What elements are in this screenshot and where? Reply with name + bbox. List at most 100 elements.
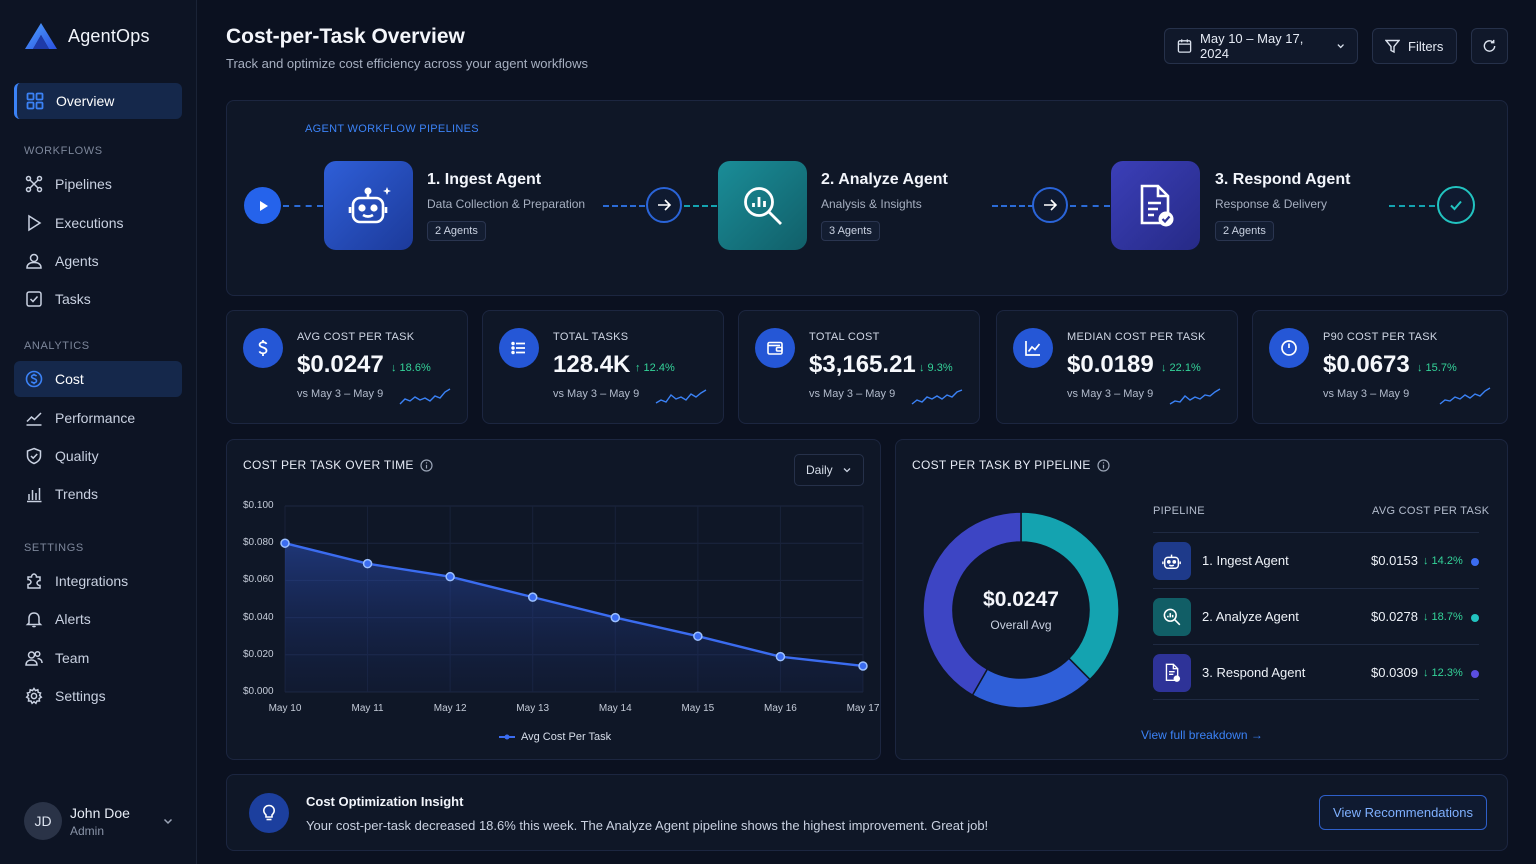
date-range-picker[interactable]: May 10 – May 17, 2024 [1164,28,1358,64]
nav-team[interactable]: Team [14,640,182,676]
page-title: Cost-per-Task Overview [226,25,465,48]
chevron-down-icon [1337,44,1344,49]
nav-settings[interactable]: Settings [14,678,182,714]
row-avg-cost: $0.0278 [1371,609,1418,624]
row-delta: ↓ 14.2% [1423,555,1463,567]
checkbox-icon [26,291,42,307]
robot-icon [1153,542,1191,580]
kpi-card-median-cost[interactable]: MEDIAN COST PER TASK $0.0189 ↓ 22.1% vs … [996,310,1238,424]
x-tick-label: May 15 [681,703,715,714]
arrow-step-1 [646,187,682,223]
nav-overview-label: Overview [56,93,115,109]
kpi-card-total-cost[interactable]: TOTAL COST $3,165.21 ↓ 9.3% vs May 3 – M… [738,310,980,424]
grid-icon [26,92,44,110]
section-workflows: WORKFLOWS [24,145,103,157]
nav-tasks[interactable]: Tasks [14,281,182,317]
y-tick-label: $0.080 [243,537,274,549]
bell-icon [25,612,43,628]
row-delta: ↓ 18.7% [1423,611,1463,623]
kpi-compare: vs May 3 – May 9 [297,388,384,400]
table-row[interactable]: 3. Respond Agent $0.0309 ↓ 12.3% [1153,644,1479,700]
row-pipeline-name: 3. Respond Agent [1202,665,1306,680]
ingest-agent-tile[interactable] [324,161,413,250]
nav-performance[interactable]: Performance [14,400,182,436]
col-header-avg-cost: AVG COST PER TASK [1372,505,1490,517]
sidebar: AgentOps Overview WORKFLOWS Pipelines Ex… [0,0,197,864]
pipeline-section-label: AGENT WORKFLOW PIPELINES [305,123,479,135]
magnifier-chart-icon [743,186,782,225]
analyze-agent-tile[interactable] [718,161,807,250]
nav-integrations[interactable]: Integrations [14,563,182,599]
legend-series-name: Avg Cost Per Task [521,731,612,743]
pipeline-start[interactable] [244,187,281,224]
nav-agents[interactable]: Agents [14,243,182,279]
sparkline [399,388,451,405]
analyze-agent-desc: Analysis & Insights [821,197,922,211]
section-analytics: ANALYTICS [24,340,90,352]
sparkline [1439,387,1491,405]
kpi-value: $0.0247 [297,351,384,378]
granularity-value: Daily [806,463,833,477]
nav-cost[interactable]: Cost [14,361,182,397]
cost-over-time-card: COST PER TASK OVER TIME Daily $0.000 $0.0… [226,439,881,760]
view-recommendations-button[interactable]: View Recommendations [1319,795,1487,830]
data-point [693,631,703,641]
chevron-down-icon [843,468,851,473]
cost-over-time-title: COST PER TASK OVER TIME [243,458,414,472]
granularity-select[interactable]: Daily [794,454,864,486]
kpi-label: P90 COST PER TASK [1323,331,1438,343]
refresh-button[interactable] [1471,28,1508,64]
donut-chart [922,511,1120,709]
x-tick-label: May 12 [433,703,467,714]
legend-dot [1471,558,1479,566]
app-name: AgentOps [68,25,150,46]
nav-quality-label: Quality [55,448,99,464]
kpi-value: 128.4K [553,351,631,378]
check-icon [1450,200,1462,211]
kpi-delta: ↓ 9.3% [919,362,953,374]
avatar: JD [24,802,62,840]
chevron-down-icon[interactable] [162,815,174,827]
refresh-icon [1483,39,1496,52]
nav-pipelines[interactable]: Pipelines [14,166,182,202]
magnifier-chart-icon [1153,598,1191,636]
respond-agent-tile[interactable] [1111,161,1200,250]
cost-by-pipeline-title-row: COST PER TASK BY PIPELINE [912,458,1110,472]
table-row[interactable]: 2. Analyze Agent $0.0278 ↓ 18.7% [1153,588,1479,644]
nav-alerts[interactable]: Alerts [14,601,182,637]
dollar-icon [243,328,283,368]
info-icon[interactable] [1097,458,1110,472]
kpi-card-total-tasks[interactable]: TOTAL TASKS 128.4K ↑ 12.4% vs May 3 – Ma… [482,310,724,424]
nav-quality[interactable]: Quality [14,438,182,474]
y-tick-label: $0.000 [243,686,274,697]
app-logo[interactable]: AgentOps [24,22,150,50]
kpi-label: TOTAL TASKS [553,331,629,343]
respond-agent-desc: Response & Delivery [1215,197,1328,211]
nav-trends[interactable]: Trends [14,476,182,512]
user-menu[interactable]: JD John Doe Admin [24,801,184,841]
connector-line [1389,205,1435,207]
dollar-circle-icon [25,370,43,388]
date-range-label: May 10 – May 17, 2024 [1200,31,1304,61]
connector-line [684,205,717,207]
info-icon[interactable] [420,458,433,472]
analyze-agent-badge: 3 Agents [821,221,880,241]
list-icon [499,328,539,368]
kpi-card-avg-cost[interactable]: AVG COST PER TASK $0.0247 ↓ 18.6% vs May… [226,310,468,424]
x-tick-label: May 11 [351,703,384,714]
kpi-delta: ↑ 12.4% [635,362,675,374]
nav-executions[interactable]: Executions [14,205,182,241]
table-row[interactable]: 1. Ingest Agent $0.0153 ↓ 14.2% [1153,532,1479,588]
filters-button[interactable]: Filters [1372,28,1457,64]
row-avg-cost: $0.0309 [1371,665,1418,680]
kpi-delta: ↓ 15.7% [1417,362,1457,374]
view-full-breakdown-link[interactable]: View full breakdown → [1141,728,1263,742]
nav-integrations-label: Integrations [55,573,129,589]
y-tick-label: $0.060 [243,574,274,586]
x-tick-label: May 13 [516,703,550,714]
nav-overview[interactable]: Overview [14,83,182,119]
legend-dot [1471,614,1479,622]
document-check-icon [1140,184,1173,226]
kpi-card-p90-cost[interactable]: P90 COST PER TASK $0.0673 ↓ 15.7% vs May… [1252,310,1508,424]
data-point [362,558,373,569]
